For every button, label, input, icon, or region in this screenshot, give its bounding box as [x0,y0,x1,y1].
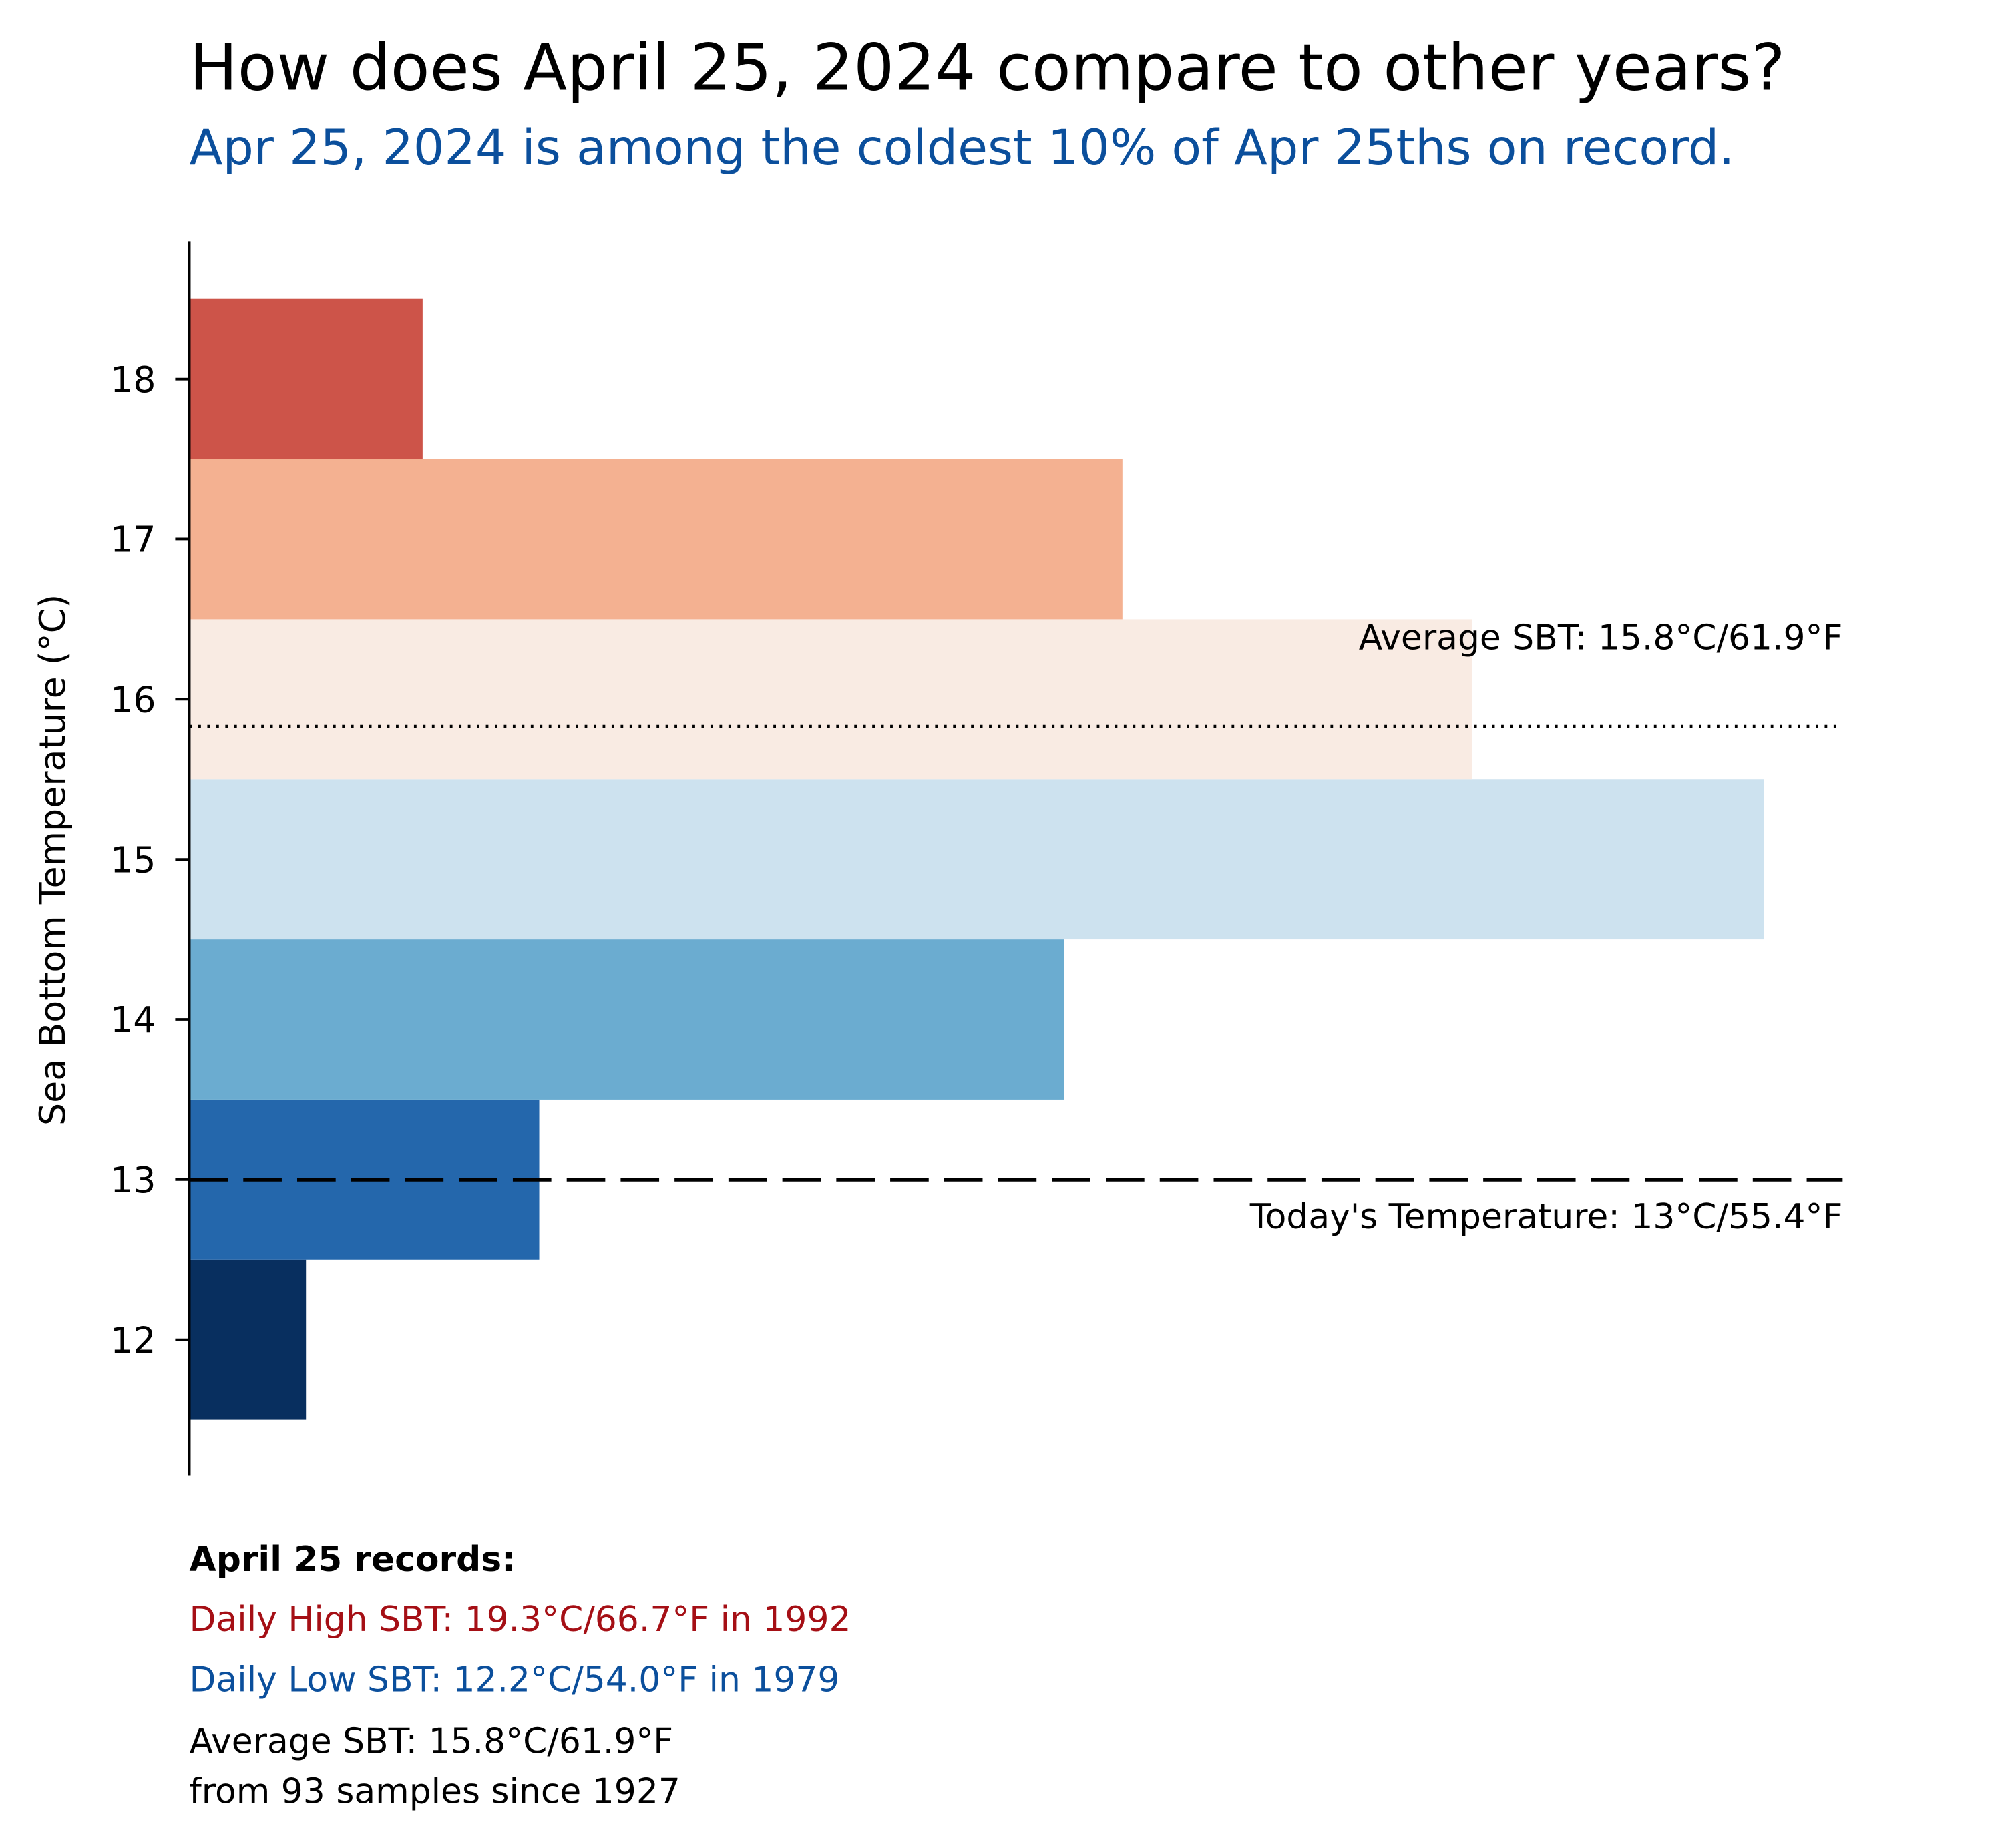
y-tick-label: 14 [110,999,156,1041]
y-tick-label: 16 [110,679,156,721]
bar [189,939,1064,1100]
notes-high: Daily High SBT: 19.3°C/66.7°F in 1992 [190,1600,851,1640]
reference-label: Today's Temperature: 13°C/55.4°F [1249,1197,1843,1237]
y-axis-label: Sea Bottom Temperature (°C) [31,594,73,1126]
chart-title: How does April 25, 2024 compare to other… [190,31,1786,105]
bar [189,459,1123,620]
notes-average: Average SBT: 15.8°C/61.9°F [190,1722,674,1762]
chart-subtitle: Apr 25, 2024 is among the coldest 10% of… [190,120,1735,176]
notes-samples: from 93 samples since 1927 [190,1772,680,1812]
y-tick-label: 18 [110,359,156,401]
y-tick-label: 17 [110,519,156,561]
y-tick-label: 13 [110,1159,156,1201]
y-tick-label: 12 [110,1319,156,1361]
bar [189,779,1764,940]
notes-low: Daily Low SBT: 12.2°C/54.0°F in 1979 [190,1660,840,1700]
bar [189,1259,307,1420]
bar [189,619,1472,780]
y-tick-label: 15 [110,839,156,881]
reference-label: Average SBT: 15.8°C/61.9°F [1359,618,1843,658]
bar [189,298,423,459]
notes-heading: April 25 records: [190,1540,516,1580]
